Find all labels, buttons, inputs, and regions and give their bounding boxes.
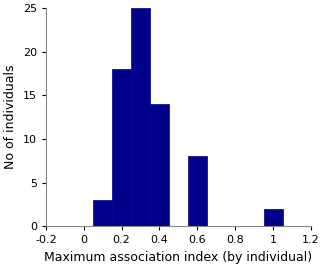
- Bar: [188, 157, 207, 226]
- Bar: [264, 209, 283, 226]
- Bar: [93, 200, 112, 226]
- Bar: [112, 69, 131, 226]
- X-axis label: Maximum association index (by individual): Maximum association index (by individual…: [44, 251, 312, 264]
- Bar: [131, 8, 150, 226]
- Y-axis label: No of individuals: No of individuals: [4, 65, 17, 169]
- Bar: [150, 104, 169, 226]
